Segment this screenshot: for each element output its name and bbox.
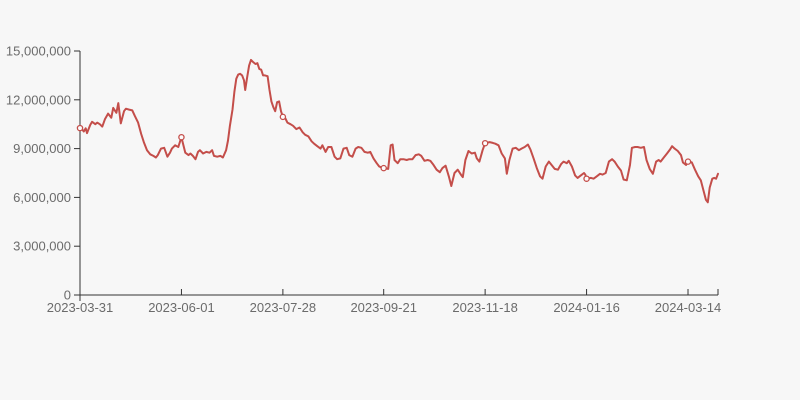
x-tick-label: 2023-06-01 — [148, 300, 215, 315]
y-tick-label: 15,000,000 — [6, 44, 71, 59]
x-tick-label: 2024-03-14 — [655, 300, 722, 315]
y-tick-label: 0 — [64, 288, 71, 303]
data-point-marker[interactable] — [76, 124, 84, 132]
data-point-marker[interactable] — [583, 175, 590, 182]
y-tick-label: 3,000,000 — [13, 239, 71, 254]
data-point-marker[interactable] — [279, 113, 287, 121]
y-tick-label: 6,000,000 — [13, 190, 71, 205]
y-tick-label: 9,000,000 — [13, 141, 71, 156]
x-tick-label: 2023-07-28 — [250, 300, 317, 315]
trend-line[interactable] — [79, 58, 719, 204]
x-tick-label: 2023-09-21 — [350, 300, 417, 315]
data-point-marker[interactable] — [380, 164, 387, 172]
x-tick-label: 2024-01-16 — [553, 300, 620, 315]
data-point-marker[interactable] — [684, 158, 692, 165]
x-tick-label: 2023-03-31 — [47, 300, 114, 315]
x-tick-label: 2023-11-18 — [452, 300, 518, 315]
y-tick-label: 12,000,000 — [6, 92, 71, 107]
data-point-marker[interactable] — [178, 133, 185, 141]
data-point-marker[interactable] — [481, 139, 489, 147]
